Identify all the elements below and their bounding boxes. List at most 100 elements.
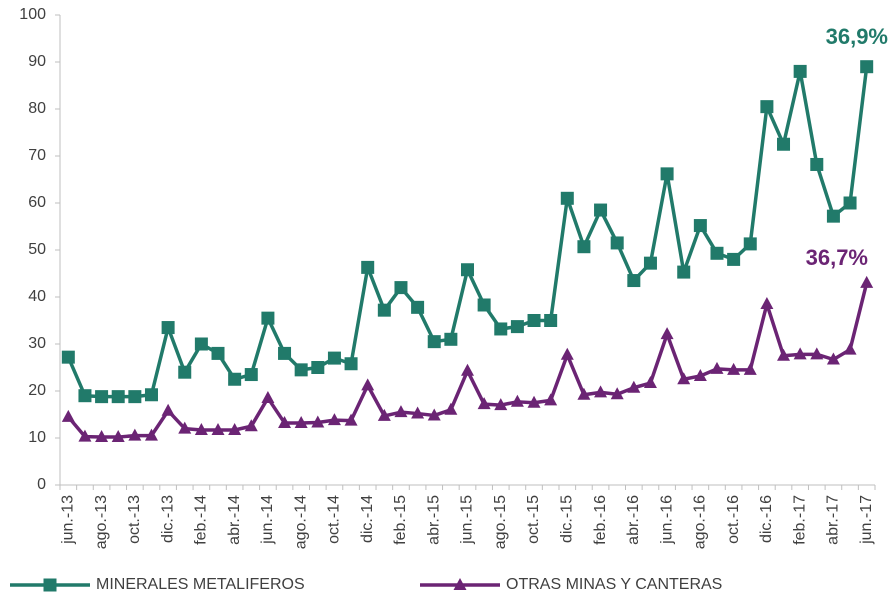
- point: [427, 408, 441, 421]
- x-tick-label: jun.-15: [459, 495, 476, 545]
- point: [327, 351, 341, 365]
- point: [577, 240, 591, 254]
- x-tick-label: ago.-16: [692, 495, 709, 549]
- point: [211, 346, 225, 360]
- y-tick-label: 20: [28, 382, 46, 399]
- point: [178, 421, 192, 434]
- point: [527, 314, 541, 327]
- point: [610, 236, 624, 250]
- x-tick-label: oct.-15: [525, 495, 542, 544]
- point: [61, 409, 75, 422]
- point: [361, 378, 375, 391]
- point: [461, 263, 474, 277]
- point: [660, 167, 674, 181]
- point: [627, 274, 641, 288]
- point: [228, 372, 242, 386]
- point: [311, 361, 325, 374]
- point: [461, 363, 474, 376]
- point: [826, 209, 840, 223]
- legend-label: OTRAS MINAS Y CANTERAS: [506, 576, 722, 593]
- point: [311, 415, 325, 428]
- y-tick-label: 10: [28, 429, 46, 446]
- point: [411, 406, 425, 419]
- point: [278, 415, 292, 428]
- y-tick-label: 80: [28, 100, 46, 117]
- point: [178, 365, 192, 379]
- point: [510, 394, 524, 407]
- x-tick-label: ago.-15: [492, 495, 509, 549]
- point: [843, 196, 857, 210]
- point: [677, 265, 691, 279]
- point: [710, 246, 724, 260]
- x-tick-label: feb.-15: [392, 495, 409, 545]
- point: [377, 303, 391, 317]
- point: [544, 393, 558, 406]
- point: [78, 389, 92, 403]
- point: [95, 390, 109, 404]
- series-line: [66, 282, 869, 439]
- y-tick-label: 100: [19, 6, 46, 23]
- point: [843, 342, 857, 355]
- point: [494, 398, 508, 411]
- point: [826, 352, 840, 365]
- point: [194, 337, 208, 351]
- point: [111, 430, 125, 443]
- y-tick-label: 50: [28, 241, 46, 258]
- x-tick-label: feb.-14: [193, 495, 210, 545]
- point: [344, 357, 358, 371]
- point: [477, 397, 491, 410]
- point: [327, 413, 341, 426]
- point: [294, 415, 308, 428]
- point: [95, 430, 109, 443]
- point: [793, 64, 807, 78]
- point: [594, 385, 608, 398]
- x-tick-label: abr.-14: [226, 495, 243, 545]
- point: [677, 372, 691, 385]
- point: [743, 237, 757, 251]
- point: [810, 347, 824, 360]
- point: [128, 390, 142, 404]
- y-tick-label: 90: [28, 53, 46, 70]
- x-tick-label: ago.-13: [93, 495, 110, 549]
- x-tick-label: oct.-14: [326, 495, 343, 544]
- point: [61, 350, 75, 364]
- point: [710, 361, 724, 374]
- x-tick-label: jun.-17: [858, 495, 875, 545]
- x-tick-label: ago.-14: [292, 495, 309, 549]
- point: [161, 321, 175, 335]
- point: [294, 363, 308, 377]
- x-tick-label: jun.-14: [259, 495, 276, 545]
- point: [577, 387, 591, 400]
- point: [810, 157, 824, 171]
- x-tick-label: oct.-16: [725, 495, 742, 544]
- annotation: 36,7%: [806, 245, 868, 270]
- point: [444, 402, 458, 415]
- point: [344, 413, 358, 426]
- point: [111, 390, 125, 404]
- point: [144, 388, 158, 402]
- point: [261, 311, 275, 325]
- point: [860, 275, 874, 288]
- x-tick-label: dic.-14: [359, 495, 376, 543]
- point: [394, 405, 408, 418]
- point: [860, 60, 874, 74]
- x-tick-label: oct.-13: [126, 495, 143, 544]
- x-tick-label: feb.-17: [791, 495, 808, 545]
- point: [194, 423, 208, 436]
- point: [544, 314, 558, 327]
- point: [760, 100, 774, 114]
- annotation: 36,9%: [826, 24, 888, 49]
- point: [427, 335, 441, 349]
- point: [643, 256, 657, 270]
- point: [627, 380, 641, 393]
- point: [244, 419, 258, 432]
- y-tick-label: 70: [28, 147, 46, 164]
- x-tick-label: dic.-16: [758, 495, 775, 543]
- x-tick-label: abr.-15: [425, 495, 442, 545]
- x-tick-label: jun.-13: [60, 495, 77, 545]
- series-line: [66, 66, 869, 399]
- x-tick-label: dic.-13: [159, 495, 176, 543]
- point: [760, 297, 774, 310]
- point: [510, 320, 524, 334]
- point: [660, 327, 674, 340]
